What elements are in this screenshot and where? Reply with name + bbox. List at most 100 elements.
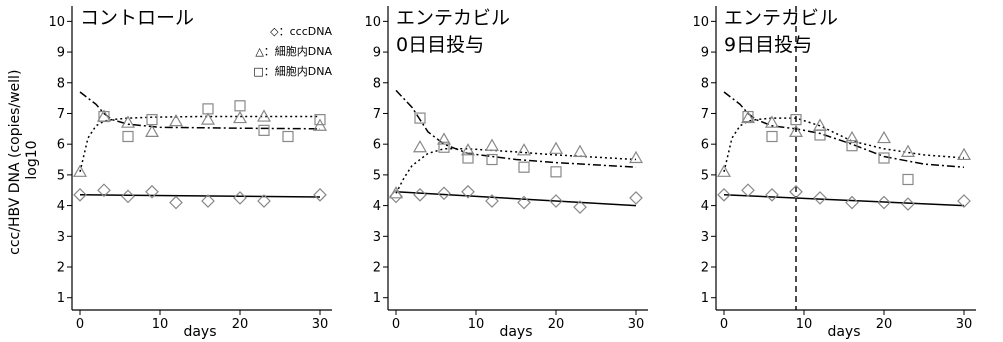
y-tick-label: 9 [373, 46, 381, 61]
y-tick-label: 1 [373, 291, 381, 306]
data-point-triangle [628, 150, 644, 164]
data-point-square [234, 100, 246, 112]
data-point-triangle [548, 141, 564, 154]
data-point-diamond [97, 183, 111, 198]
data-point-square [518, 161, 530, 173]
data-point-diamond [717, 187, 731, 202]
data-point-square [462, 152, 474, 164]
data-point-triangle [956, 147, 972, 161]
data-point-diamond [573, 200, 587, 214]
x-tick-label: 10 [152, 317, 169, 332]
y-tick-label: 8 [373, 76, 381, 91]
fit-line-square [723, 91, 965, 168]
panel-title-line: コントロール [80, 7, 194, 29]
y-tick-label: 4 [701, 199, 709, 214]
fit-line-triangle [79, 115, 320, 172]
y-tick-label: 5 [701, 168, 709, 183]
data-point-triangle [900, 144, 916, 157]
data-point-triangle [72, 164, 88, 177]
data-point-diamond [461, 184, 475, 199]
data-point-diamond [169, 195, 183, 210]
y-tick-label: 3 [701, 230, 709, 245]
data-point-diamond [789, 184, 803, 199]
data-point-triangle [788, 124, 804, 137]
data-point-diamond [629, 191, 643, 205]
data-point-triangle [460, 143, 476, 156]
y-axis-title-line1: ccc/HBV DNA (copies/well) [7, 70, 23, 255]
data-point-triangle [764, 115, 780, 128]
y-tick-label: 10 [692, 15, 709, 30]
data-point-square [550, 166, 562, 178]
x-tick-label: 0 [392, 317, 400, 332]
data-point-triangle [876, 130, 892, 144]
data-point-triangle [484, 138, 500, 151]
data-point-triangle [144, 124, 160, 137]
data-point-triangle [844, 130, 860, 144]
fit-line-diamond [79, 194, 321, 198]
x-tick-label: 30 [628, 317, 645, 332]
y-tick-label: 9 [701, 46, 709, 61]
y-tick-label: 3 [57, 230, 65, 245]
data-point-square [414, 112, 426, 124]
y-tick-label: 7 [373, 107, 381, 122]
data-point-triangle [412, 140, 428, 153]
fit-line-square [79, 91, 321, 130]
y-tick-label: 5 [373, 168, 381, 183]
data-point-square [438, 141, 450, 153]
data-point-square [846, 140, 858, 152]
data-point-diamond [73, 187, 87, 202]
y-tick-label: 9 [57, 46, 65, 61]
chart-panel-entecavir-day0: 1 2 3 4 5 6 7 8 9 10 0 10 20 30 days エンテカビル 0日目投与 [364, 6, 648, 340]
data-point-triangle [388, 186, 404, 199]
y-tick-label: 6 [701, 138, 709, 153]
y-tick-label: 2 [701, 261, 709, 276]
data-point-diamond [485, 194, 499, 208]
fit-line-triangle [395, 148, 637, 194]
data-point-diamond [121, 189, 135, 204]
data-point-square [202, 103, 214, 115]
data-point-square [98, 110, 110, 123]
data-point-square [790, 114, 802, 126]
legend-label: △：細胞内DNA [255, 44, 332, 58]
data-point-diamond [741, 183, 755, 198]
data-point-square [146, 114, 158, 126]
x-tick-label: 30 [312, 317, 329, 332]
y-tick-label: 5 [57, 168, 65, 183]
data-point-diamond [201, 194, 215, 208]
data-point-triangle [256, 109, 272, 122]
data-point-diamond [901, 197, 915, 211]
data-point-square [258, 124, 270, 136]
data-point-triangle [168, 113, 184, 127]
x-tick-label: 30 [956, 317, 973, 332]
data-point-diamond [845, 195, 859, 210]
x-tick-label: 20 [232, 317, 249, 332]
data-point-square [122, 130, 134, 143]
y-tick-label: 1 [57, 291, 65, 306]
y-tick-label: 7 [701, 107, 709, 122]
y-tick-label: 7 [57, 107, 65, 122]
data-point-triangle [120, 115, 136, 128]
legend-label: □：細胞内DNA [253, 64, 332, 78]
fit-line-triangle [723, 117, 965, 172]
y-tick-label: 8 [701, 76, 709, 91]
data-point-triangle [572, 144, 588, 157]
data-point-triangle [740, 110, 756, 124]
panel-title-line: エンテカビル [396, 7, 510, 29]
y-tick-label: 6 [57, 138, 65, 153]
data-point-triangle [812, 118, 828, 131]
x-axis-title: days [827, 324, 860, 340]
data-point-diamond [437, 186, 451, 201]
data-point-diamond [813, 191, 827, 205]
legend-label: ◇：cccDNA [270, 25, 332, 38]
data-point-diamond [313, 187, 327, 202]
y-tick-label: 3 [373, 230, 381, 245]
data-point-square [902, 173, 914, 186]
data-point-square [314, 114, 326, 126]
fit-line-diamond [723, 194, 965, 207]
x-tick-label: 20 [548, 317, 565, 332]
data-point-triangle [436, 132, 452, 145]
chart-panel-entecavir-day9: 1 2 3 4 5 6 7 8 9 10 0 10 20 30 days エンテカビル 9日目投与 [692, 6, 976, 340]
x-tick-label: 20 [876, 317, 893, 332]
panel-title-line: 9日目投与 [724, 34, 812, 56]
